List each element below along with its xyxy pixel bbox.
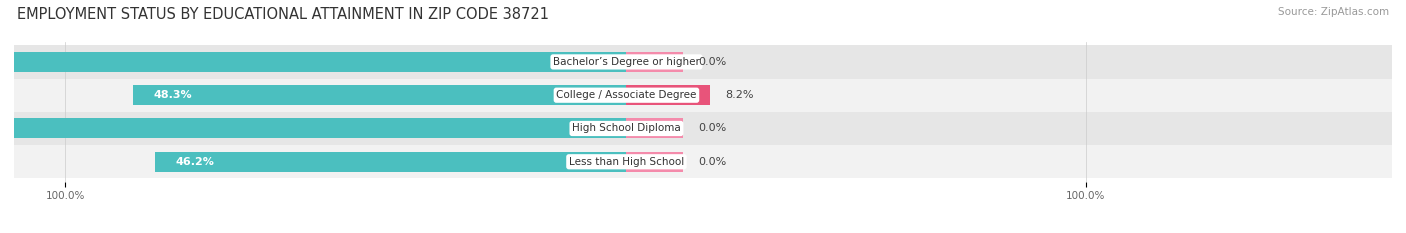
Bar — [0, 119, 627, 138]
Bar — [627, 119, 682, 138]
Text: High School Diploma: High School Diploma — [572, 123, 681, 134]
Text: 0.0%: 0.0% — [697, 57, 725, 67]
Text: Bachelor’s Degree or higher: Bachelor’s Degree or higher — [553, 57, 700, 67]
Bar — [14, 45, 1392, 79]
Bar — [14, 145, 1392, 178]
Bar — [627, 52, 682, 72]
Text: Less than High School: Less than High School — [569, 157, 685, 167]
Text: 0.0%: 0.0% — [697, 157, 725, 167]
Bar — [627, 85, 710, 105]
Text: 0.0%: 0.0% — [697, 123, 725, 134]
Text: 46.2%: 46.2% — [176, 157, 214, 167]
Text: Source: ZipAtlas.com: Source: ZipAtlas.com — [1278, 7, 1389, 17]
Bar — [14, 79, 1392, 112]
Bar — [155, 152, 627, 172]
Text: 8.2%: 8.2% — [725, 90, 754, 100]
Bar — [134, 85, 627, 105]
Bar — [14, 112, 1392, 145]
Text: EMPLOYMENT STATUS BY EDUCATIONAL ATTAINMENT IN ZIP CODE 38721: EMPLOYMENT STATUS BY EDUCATIONAL ATTAINM… — [17, 7, 548, 22]
Text: College / Associate Degree: College / Associate Degree — [557, 90, 696, 100]
Bar — [0, 52, 627, 72]
Bar — [627, 152, 682, 172]
Legend: In Labor Force, Unemployed: In Labor Force, Unemployed — [599, 230, 807, 233]
Text: 48.3%: 48.3% — [153, 90, 193, 100]
